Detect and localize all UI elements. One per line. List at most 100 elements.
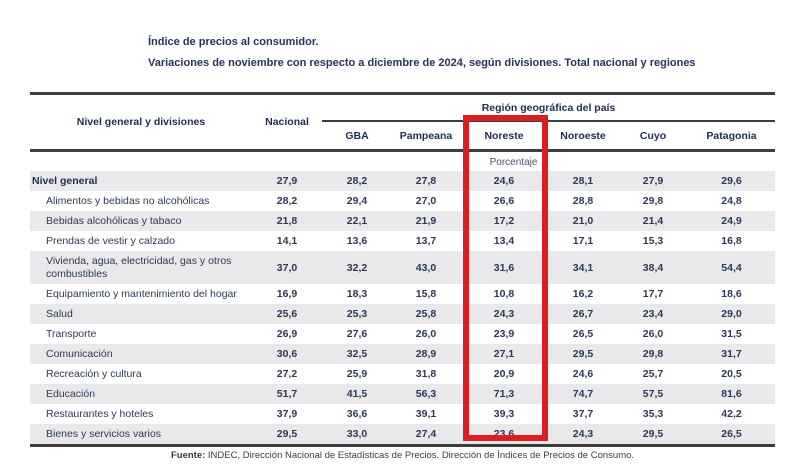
- value-cell: 31,8: [415, 368, 437, 380]
- region-group-header: Región geográfica del país: [322, 93, 776, 122]
- value-cell: 30,6: [276, 348, 298, 360]
- value-cell: 25,3: [346, 308, 368, 320]
- value-cell: 24,3: [572, 428, 594, 440]
- value-cell: 29,4: [346, 195, 368, 207]
- value-cell: 27,6: [346, 328, 368, 340]
- value-cell: 24,8: [721, 195, 742, 207]
- value-cell: 28,9: [415, 348, 437, 360]
- value-cell: 21,9: [415, 215, 437, 227]
- value-cell: 37,0: [276, 261, 298, 274]
- table-row: Equipamiento y mantenimiento del hogar 16…: [30, 284, 776, 304]
- value-cell: 24,6: [572, 368, 594, 380]
- division-label: Prendas de vestir y calzado: [46, 235, 175, 247]
- value-cell: 41,5: [346, 388, 368, 400]
- value-cell: 23,9: [493, 328, 515, 340]
- table-row: Salud 25,6 25,3 25,8 24,3 26,7 23,4 29,0: [30, 304, 776, 324]
- table-row: Prendas de vestir y calzado 14,1 13,6 13,7 1…: [30, 231, 776, 251]
- value-cell: 17,1: [572, 235, 594, 247]
- value-cell: 39,3: [493, 408, 515, 420]
- value-cell: 23,4: [642, 308, 664, 320]
- value-cell: 27,9: [276, 175, 298, 187]
- col-header-nacional: Nacional: [252, 93, 322, 152]
- report-header: Índice de precios al consumidor. Variaci…: [148, 36, 768, 70]
- value-cell: 57,5: [642, 388, 664, 400]
- table-body: Nivel general 27,9 28,2 27,8 24,6 28,1 27,9 29,…: [30, 171, 776, 446]
- value-cell: 28,1: [572, 175, 594, 187]
- division-label: Nivel general: [32, 175, 98, 187]
- value-cell: 17,7: [642, 288, 664, 300]
- table-row: Restaurantes y hoteles 37,9 36,6 39,1 39,3 37…: [30, 404, 776, 424]
- value-cell: 31,7: [721, 348, 742, 360]
- division-label: Salud: [46, 308, 73, 320]
- table-row: Comunicación 30,6 32,5 28,9 27,1 29,5 29,8 31,7: [30, 344, 776, 364]
- region-header-noreste: Noreste: [460, 121, 548, 152]
- ipc-regions-table: Nivel general y divisiones Nacional Regi…: [30, 92, 776, 447]
- value-cell: 54,4: [721, 261, 742, 274]
- value-cell: 36,6: [346, 408, 368, 420]
- value-cell: 21,4: [642, 215, 664, 227]
- value-cell: 18,3: [346, 288, 368, 300]
- value-cell: 17,2: [493, 215, 515, 227]
- value-cell: 13,6: [346, 235, 368, 247]
- value-cell: 39,1: [415, 408, 437, 420]
- value-cell: 42,2: [721, 408, 742, 420]
- value-cell: 31,6: [493, 261, 515, 274]
- value-cell: 28,2: [276, 195, 298, 207]
- region-header-gba: GBA: [322, 121, 392, 152]
- value-cell: 32,5: [346, 348, 368, 360]
- unit-label: Porcentaje: [252, 150, 776, 171]
- value-cell: 13,4: [493, 235, 515, 247]
- division-label: Equipamiento y mantenimiento del hogar: [46, 288, 237, 300]
- region-header-cuyo: Cuyo: [618, 121, 688, 152]
- value-cell: 51,7: [276, 388, 298, 400]
- table-head: Nivel general y divisiones Nacional Regi…: [30, 93, 776, 152]
- division-label: Transporte: [46, 328, 97, 340]
- region-header-row: GBA Pampeana Noreste Noroeste Cuyo Patagonia: [30, 121, 776, 152]
- table-row: Transporte 26,9 27,6 26,0 23,9 26,5 26,0 31,5: [30, 324, 776, 344]
- value-cell: 32,2: [346, 261, 368, 274]
- source-text: INDEC, Dirección Nacional de Estadística…: [205, 450, 635, 461]
- value-cell: 26,0: [642, 328, 664, 340]
- region-header-pampeana: Pampeana: [392, 121, 460, 152]
- value-cell: 20,5: [721, 368, 742, 380]
- division-label: Comunicación: [46, 348, 113, 360]
- report-subtitle: Variaciones de noviembre con respecto a …: [148, 57, 696, 69]
- value-cell: 26,7: [572, 308, 594, 320]
- value-cell: 28,8: [572, 195, 594, 207]
- value-cell: 21,0: [572, 215, 594, 227]
- unit-row-spacer: [30, 150, 252, 171]
- value-cell: 74,7: [572, 388, 594, 400]
- value-cell: 28,2: [346, 175, 368, 187]
- value-cell: 29,6: [721, 175, 742, 187]
- value-cell: 29,8: [642, 348, 664, 360]
- value-cell: 26,6: [493, 195, 515, 207]
- value-cell: 27,9: [642, 175, 664, 187]
- value-cell: 15,8: [415, 288, 437, 300]
- value-cell: 29,0: [721, 308, 742, 320]
- value-cell: 16,9: [276, 288, 298, 300]
- value-cell: 81,6: [721, 388, 742, 400]
- value-cell: 26,9: [276, 328, 298, 340]
- region-header-noroeste: Noroeste: [548, 121, 618, 152]
- value-cell: 21,8: [276, 215, 298, 227]
- division-label: Educación: [46, 388, 96, 400]
- table-row: Nivel general 27,9 28,2 27,8 24,6 28,1 27,9 29,…: [30, 171, 776, 191]
- value-cell: 71,3: [493, 388, 515, 400]
- value-cell: 37,7: [572, 408, 594, 420]
- value-cell: 43,0: [415, 261, 437, 274]
- value-cell: 56,3: [415, 388, 437, 400]
- value-cell: 37,9: [276, 408, 298, 420]
- value-cell: 25,7: [642, 368, 664, 380]
- value-cell: 33,0: [346, 428, 368, 440]
- value-cell: 24,3: [493, 308, 515, 320]
- value-cell: 22,1: [346, 215, 368, 227]
- value-cell: 29,5: [276, 428, 298, 440]
- value-cell: 24,9: [721, 215, 742, 227]
- value-cell: 25,9: [346, 368, 368, 380]
- value-cell: 29,5: [572, 348, 594, 360]
- value-cell: 35,3: [642, 408, 664, 420]
- value-cell: 26,0: [415, 328, 437, 340]
- value-cell: 16,2: [572, 288, 594, 300]
- division-label: Vivienda, agua, electricidad, gas y otro…: [46, 255, 232, 280]
- value-cell: 27,8: [415, 175, 437, 187]
